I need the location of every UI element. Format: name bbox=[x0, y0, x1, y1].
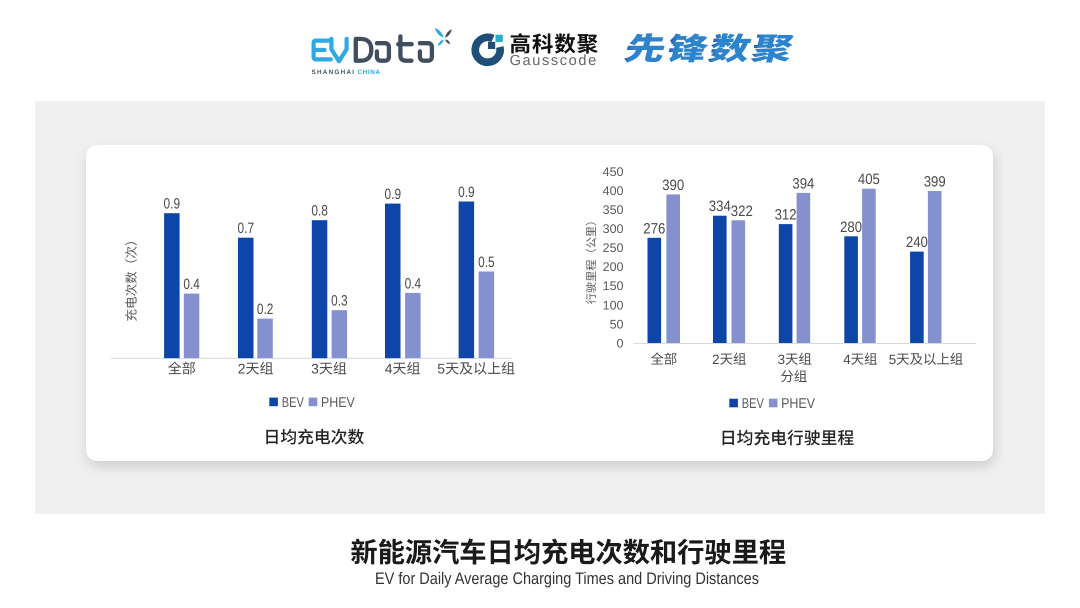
svg-text:400: 400 bbox=[603, 184, 624, 198]
svg-text:3: 3 bbox=[778, 352, 785, 367]
svg-text:100: 100 bbox=[603, 298, 624, 312]
svg-text:50: 50 bbox=[610, 317, 624, 331]
svg-text:250: 250 bbox=[603, 241, 624, 255]
svg-text:450: 450 bbox=[603, 165, 624, 179]
svg-text:5: 5 bbox=[889, 352, 896, 367]
svg-text:322: 322 bbox=[731, 203, 753, 220]
svg-text:SHANGHAI: SHANGHAI bbox=[312, 69, 355, 76]
svg-text:240: 240 bbox=[906, 234, 928, 251]
svg-text:312: 312 bbox=[775, 207, 797, 224]
svg-text:390: 390 bbox=[662, 177, 684, 194]
svg-text:4: 4 bbox=[385, 360, 393, 376]
svg-text:350: 350 bbox=[603, 203, 624, 217]
svg-text:405: 405 bbox=[858, 171, 880, 188]
svg-text:2: 2 bbox=[712, 352, 719, 367]
svg-text:Gausscode: Gausscode bbox=[510, 53, 598, 69]
svg-text:0.5: 0.5 bbox=[478, 254, 495, 271]
svg-text:0.4: 0.4 bbox=[405, 275, 422, 292]
svg-text:276: 276 bbox=[643, 220, 665, 237]
svg-text:0.4: 0.4 bbox=[183, 276, 200, 293]
svg-text:0.3: 0.3 bbox=[331, 293, 348, 310]
svg-text:150: 150 bbox=[603, 279, 624, 293]
svg-text:BEV: BEV bbox=[742, 396, 764, 412]
svg-text:0.8: 0.8 bbox=[311, 203, 328, 220]
svg-text:300: 300 bbox=[603, 222, 624, 236]
svg-text:3: 3 bbox=[311, 360, 319, 376]
svg-text:0.9: 0.9 bbox=[458, 184, 475, 201]
svg-text:0.9: 0.9 bbox=[385, 186, 402, 203]
svg-text:CHINA: CHINA bbox=[358, 69, 381, 76]
svg-text:334: 334 bbox=[709, 198, 731, 215]
svg-text:BEV: BEV bbox=[282, 395, 304, 411]
svg-text:PHEV: PHEV bbox=[781, 396, 815, 412]
svg-text:200: 200 bbox=[603, 260, 624, 274]
svg-text:5: 5 bbox=[437, 360, 445, 376]
svg-text:0.9: 0.9 bbox=[164, 196, 181, 213]
svg-text:EV for Daily Average Charging: EV for Daily Average Charging Times and … bbox=[375, 569, 759, 588]
svg-text:PHEV: PHEV bbox=[321, 395, 355, 411]
svg-text:280: 280 bbox=[840, 219, 862, 236]
svg-text:4: 4 bbox=[843, 352, 851, 367]
svg-text:399: 399 bbox=[924, 174, 946, 191]
svg-text:0.2: 0.2 bbox=[257, 301, 274, 318]
svg-text:0: 0 bbox=[617, 336, 624, 350]
svg-text:0.7: 0.7 bbox=[238, 220, 255, 237]
svg-text:2: 2 bbox=[238, 360, 246, 376]
svg-text:394: 394 bbox=[792, 175, 814, 192]
